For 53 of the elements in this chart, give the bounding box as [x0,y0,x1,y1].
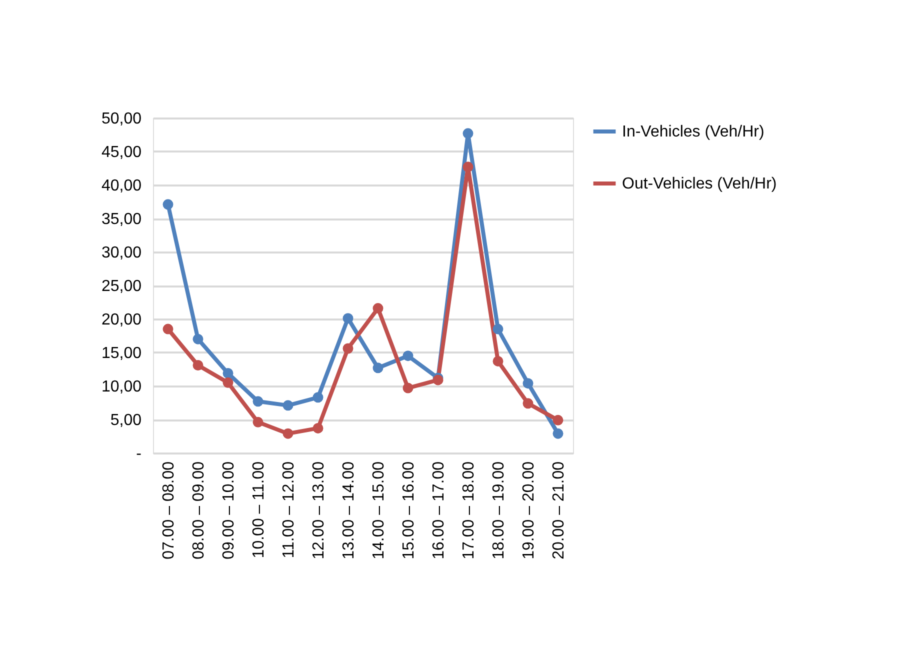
point [192,334,204,344]
y-tick-label: 20,00 [101,312,142,328]
x-tick-label: 09.00 – 10.00 [220,461,238,560]
x-tick-label: 18.00 – 19.00 [490,461,508,560]
x-tick-label: 07.00 – 08.00 [160,461,178,560]
point [162,324,174,334]
legend-label: In-Vehicles (Veh/Hr) [622,124,764,140]
point [312,392,324,403]
y-tick-label: - [136,446,142,462]
point [552,428,564,439]
point [222,377,234,388]
x-tick-label: 17.00 – 18.00 [460,461,478,560]
y-tick-label: 30,00 [101,244,142,262]
point [372,303,384,314]
y-tick-label: 15,00 [101,345,142,362]
x-tick-label: 16.00 – 17.00 [430,461,448,560]
point [192,360,204,370]
x-tick-label: 13.00 – 14.00 [340,461,358,560]
point [252,396,264,407]
point [342,313,354,324]
x-tick-label: 08.00 – 09.00 [190,461,208,560]
point [252,416,264,428]
y-tick-label: 10,00 [101,378,142,396]
y-tick-label: 45,00 [101,144,142,161]
point [492,324,504,334]
point [492,356,504,366]
y-tick-label: 5,00 [110,412,142,429]
point [552,414,564,426]
y-tick-label: 50,00 [101,110,142,128]
y-tick-label: 40,00 [101,178,142,194]
x-tick-label: 11.00 – 12.00 [280,461,298,558]
point [312,422,324,434]
point [402,350,414,362]
point [522,378,534,389]
point [282,428,294,439]
point [462,162,474,172]
point [372,362,384,374]
x-tick-label: 19.00 – 20.00 [520,461,538,560]
x-tick-label: 14.00 – 15.00 [370,461,388,560]
point [162,199,174,210]
x-tick-label: 12.00 – 13.00 [310,461,328,560]
point [402,382,414,394]
point [522,398,534,409]
point [282,400,294,411]
x-tick-label: 20.00 – 21.00 [550,461,568,560]
point [342,343,354,354]
legend-label: Out-Vehicles (Veh/Hr) [622,176,777,192]
x-tick-label: 15.00 – 16.00 [400,461,418,560]
x-tick-label: 10.00 – 11.00 [250,461,268,558]
y-tick-label: 35,00 [101,211,142,228]
point [462,128,474,139]
point [222,368,234,379]
y-tick-label: 25,00 [101,278,142,295]
